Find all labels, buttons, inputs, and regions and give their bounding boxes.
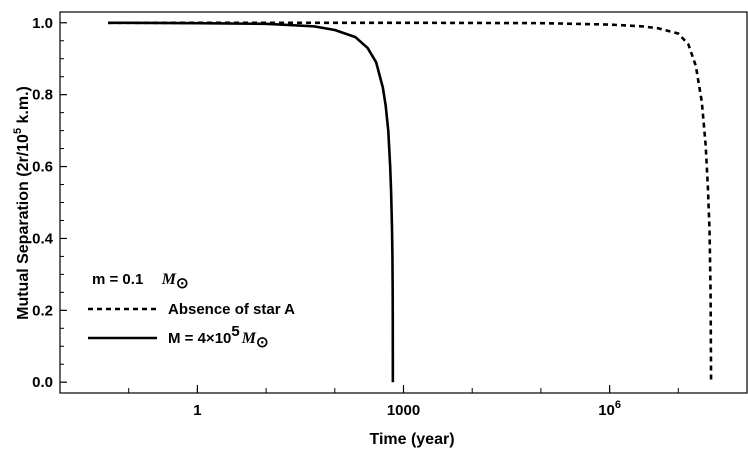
plot-frame bbox=[59, 11, 748, 394]
series-line-absence-of-star-a bbox=[108, 21, 713, 383]
x-axis-title: Time (year) bbox=[369, 431, 454, 448]
y-tick-label: 0.0 bbox=[32, 374, 53, 391]
y-axis-title-unit: k.m.) bbox=[15, 86, 32, 128]
x-tick-label: 106 bbox=[598, 399, 621, 419]
y-axis-title-main: Mutual Separation (2r/10 bbox=[15, 134, 32, 320]
y-tick-label: 0.6 bbox=[32, 159, 53, 176]
legend-header: m = 0.1 M⊙ bbox=[92, 271, 189, 292]
y-axis-title-exponent: 5 bbox=[12, 128, 24, 134]
series-line-m-4e5 bbox=[108, 21, 395, 383]
legend: m = 0.1 M⊙ Absence of star A M = 4×105 M⊙ bbox=[88, 271, 295, 351]
y-tick-label: 0.2 bbox=[32, 302, 53, 319]
y-axis-ticks: 0.0 0.2 0.4 0.6 0.8 1.0 bbox=[32, 15, 67, 391]
legend-label-mass: M = 4×105 M⊙ bbox=[168, 323, 269, 351]
y-tick-label: 1.0 bbox=[32, 15, 53, 32]
x-tick-label: 1000 bbox=[387, 402, 420, 419]
series-layer bbox=[108, 21, 713, 383]
x-tick-label: 1 bbox=[193, 402, 201, 419]
y-tick-label: 0.4 bbox=[32, 230, 54, 247]
x-axis-ticks: 1 1000 106 bbox=[59, 385, 748, 419]
y-tick-label: 0.8 bbox=[32, 87, 53, 104]
legend-label-absence: Absence of star A bbox=[168, 301, 295, 318]
y-axis-title: Mutual Separation (2r/105 k.m.) bbox=[12, 86, 32, 320]
